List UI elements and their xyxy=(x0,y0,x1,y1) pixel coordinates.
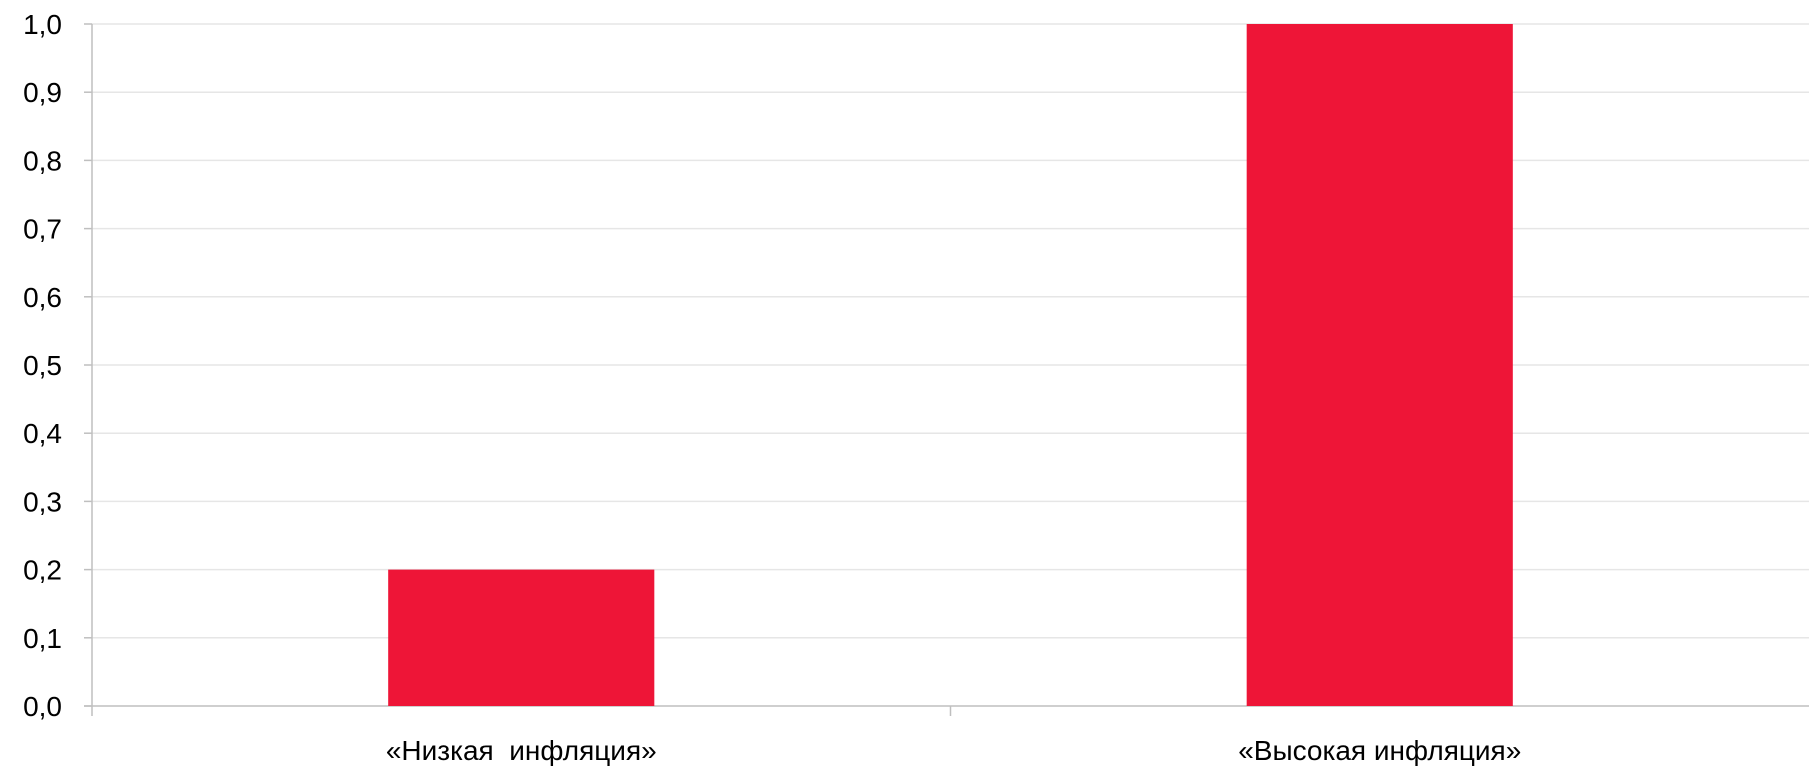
bars xyxy=(388,24,1513,706)
x-category-label: «Низкая инфляция» xyxy=(386,735,657,766)
y-tick-label: 0,4 xyxy=(23,418,62,449)
y-tick-labels: 0,0 0,1 0,2 0,3 0,4 0,5 0,6 0,7 0,8 0,9 1,0 xyxy=(23,9,62,722)
x-category-labels: «Низкая инфляция» «Высокая инфляция» xyxy=(386,735,1521,766)
y-tick-label: 0,3 xyxy=(23,486,62,517)
y-tick-label: 0,0 xyxy=(23,691,62,722)
y-tick-label: 0,2 xyxy=(23,555,62,586)
x-category-label: «Высокая инфляция» xyxy=(1238,735,1521,766)
gridlines xyxy=(92,23,1809,639)
y-tick-label: 0,6 xyxy=(23,282,62,313)
y-tick-label: 0,5 xyxy=(23,350,62,381)
y-tick-label: 0,9 xyxy=(23,77,62,108)
bar-2 xyxy=(1246,24,1513,706)
y-tick-label: 0,7 xyxy=(23,214,62,245)
y-tick-label: 1,0 xyxy=(23,9,62,40)
y-tick-label: 0,1 xyxy=(23,623,62,654)
axes xyxy=(84,23,1809,716)
bar-1 xyxy=(388,569,655,706)
y-tick-label: 0,8 xyxy=(23,145,62,176)
